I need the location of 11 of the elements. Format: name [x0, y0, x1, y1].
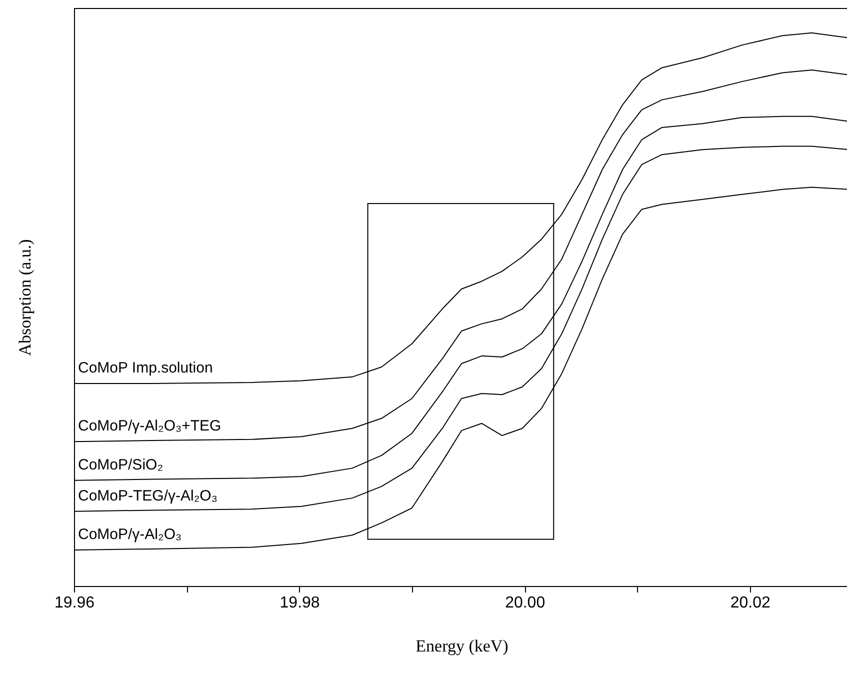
x-axis-title: Energy (keV) [416, 636, 508, 656]
x-tick-label: 19.98 [280, 594, 320, 612]
x-tick-label: 20.00 [505, 594, 546, 612]
x-tick-label: 20.02 [730, 594, 770, 612]
x-tick-label: 19.96 [54, 594, 95, 612]
series-label: CoMoP/γ-Al₂O₃ [78, 526, 182, 544]
series-label: CoMoP Imp.solution [78, 360, 213, 377]
y-axis-title: Absorption (a.u.) [16, 239, 34, 356]
series-label: CoMoP/γ-Al₂O₃+TEG [78, 418, 222, 435]
series-label: CoMoP/SiO₂ [78, 456, 164, 474]
series-label: CoMoP-TEG/γ-Al₂O₃ [78, 487, 218, 504]
